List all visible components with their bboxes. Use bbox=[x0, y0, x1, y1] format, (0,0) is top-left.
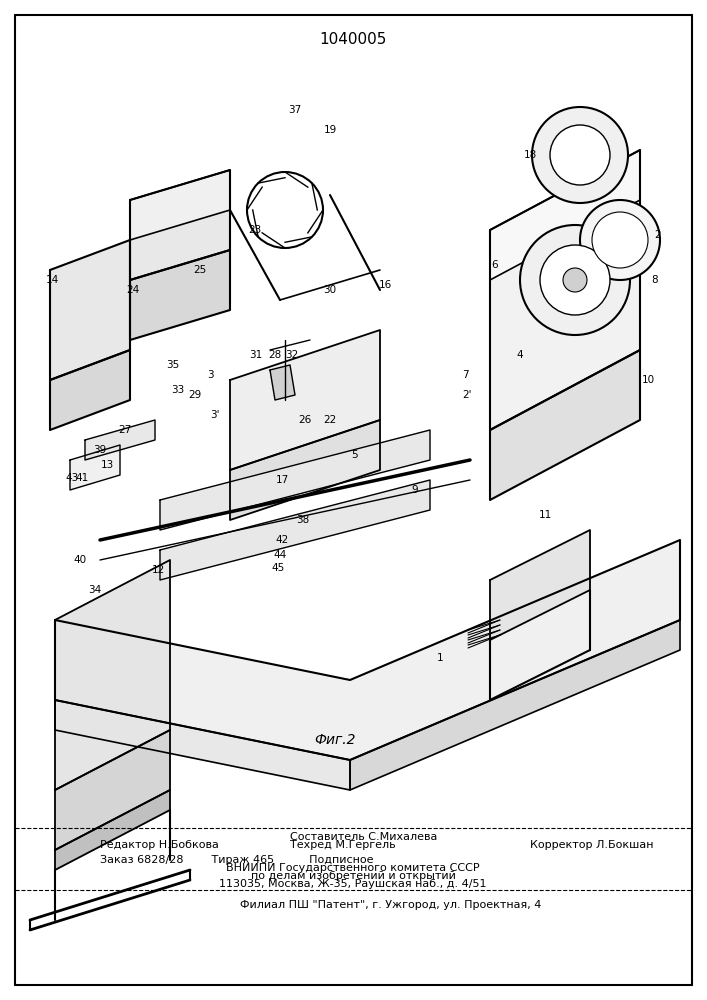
Polygon shape bbox=[70, 445, 120, 490]
Text: 17: 17 bbox=[275, 475, 288, 485]
Text: 19: 19 bbox=[323, 125, 337, 135]
Polygon shape bbox=[160, 480, 430, 580]
Text: Заказ 6828/28        Тираж 465          Подписное: Заказ 6828/28 Тираж 465 Подписное bbox=[100, 855, 373, 865]
Polygon shape bbox=[85, 420, 155, 460]
Text: 14: 14 bbox=[45, 275, 59, 285]
Polygon shape bbox=[490, 150, 640, 430]
Text: 16: 16 bbox=[378, 280, 392, 290]
Polygon shape bbox=[270, 365, 295, 400]
Text: 22: 22 bbox=[323, 415, 337, 425]
Text: 42: 42 bbox=[275, 535, 288, 545]
Text: по делам изобретений и открытий: по делам изобретений и открытий bbox=[250, 871, 455, 881]
Text: 23: 23 bbox=[248, 225, 262, 235]
Text: 7: 7 bbox=[462, 370, 468, 380]
Text: Редактор Н.Бобкова: Редактор Н.Бобкова bbox=[100, 840, 219, 850]
Text: 12: 12 bbox=[151, 565, 165, 575]
Text: 3': 3' bbox=[210, 410, 220, 420]
Text: 113035, Москва, Ж-35, Раушская наб., д. 4/51: 113035, Москва, Ж-35, Раушская наб., д. … bbox=[219, 879, 486, 889]
Text: ВНИИПИ Государственного комитета СССР: ВНИИПИ Государственного комитета СССР bbox=[226, 863, 480, 873]
Text: 39: 39 bbox=[93, 445, 107, 455]
Polygon shape bbox=[50, 240, 130, 380]
Text: 4: 4 bbox=[517, 350, 523, 360]
Text: 3: 3 bbox=[206, 370, 214, 380]
Polygon shape bbox=[55, 730, 170, 850]
Polygon shape bbox=[130, 170, 230, 240]
Text: 24: 24 bbox=[127, 285, 139, 295]
Text: 37: 37 bbox=[288, 105, 302, 115]
Text: 33: 33 bbox=[171, 385, 185, 395]
Text: 26: 26 bbox=[298, 415, 312, 425]
Text: Филиал ПШ "Патент", г. Ужгород, ул. Проектная, 4: Филиал ПШ "Патент", г. Ужгород, ул. Прое… bbox=[240, 900, 542, 910]
Text: 31: 31 bbox=[250, 350, 262, 360]
Text: 2': 2' bbox=[462, 390, 472, 400]
Polygon shape bbox=[55, 560, 170, 790]
Polygon shape bbox=[230, 330, 380, 470]
Text: 8: 8 bbox=[652, 275, 658, 285]
Text: 11: 11 bbox=[538, 510, 551, 520]
Text: 2: 2 bbox=[655, 230, 661, 240]
Circle shape bbox=[580, 200, 660, 280]
Text: 1040005: 1040005 bbox=[320, 32, 387, 47]
Text: 34: 34 bbox=[88, 585, 102, 595]
Text: 15: 15 bbox=[593, 163, 607, 173]
Text: 29: 29 bbox=[188, 390, 201, 400]
Text: 5: 5 bbox=[351, 450, 358, 460]
Polygon shape bbox=[55, 700, 350, 790]
Text: 40: 40 bbox=[74, 555, 86, 565]
Polygon shape bbox=[55, 540, 680, 760]
Polygon shape bbox=[130, 170, 230, 280]
Text: 45: 45 bbox=[271, 563, 285, 573]
Text: 28: 28 bbox=[269, 350, 281, 360]
Circle shape bbox=[550, 125, 610, 185]
Text: Корректор Л.Бокшан: Корректор Л.Бокшан bbox=[530, 840, 653, 850]
Circle shape bbox=[520, 225, 630, 335]
Polygon shape bbox=[50, 350, 130, 430]
Text: 13: 13 bbox=[100, 460, 114, 470]
Text: 18: 18 bbox=[523, 150, 537, 160]
Text: Фиг.2: Фиг.2 bbox=[314, 733, 356, 747]
Text: 9: 9 bbox=[411, 485, 419, 495]
Polygon shape bbox=[350, 620, 680, 790]
Text: 32: 32 bbox=[286, 350, 298, 360]
Polygon shape bbox=[230, 420, 380, 520]
Circle shape bbox=[563, 268, 587, 292]
Circle shape bbox=[532, 107, 628, 203]
Text: Техред М.Гергель: Техред М.Гергель bbox=[290, 840, 396, 850]
Circle shape bbox=[540, 245, 610, 315]
Text: 35: 35 bbox=[166, 360, 180, 370]
Polygon shape bbox=[490, 530, 590, 640]
Text: 1: 1 bbox=[437, 653, 443, 663]
Polygon shape bbox=[130, 250, 230, 340]
Polygon shape bbox=[160, 430, 430, 530]
Text: 25: 25 bbox=[194, 265, 206, 275]
Text: 27: 27 bbox=[118, 425, 132, 435]
Text: 30: 30 bbox=[323, 285, 337, 295]
Text: 10: 10 bbox=[641, 375, 655, 385]
Circle shape bbox=[592, 212, 648, 268]
Polygon shape bbox=[490, 150, 640, 280]
Polygon shape bbox=[55, 790, 170, 870]
Polygon shape bbox=[490, 350, 640, 500]
Text: Составитель С.Михалева: Составитель С.Михалева bbox=[290, 832, 438, 842]
Text: 38: 38 bbox=[296, 515, 310, 525]
Text: 6: 6 bbox=[491, 260, 498, 270]
Text: 41: 41 bbox=[76, 473, 88, 483]
Text: 44: 44 bbox=[274, 550, 286, 560]
Text: 43: 43 bbox=[65, 473, 78, 483]
